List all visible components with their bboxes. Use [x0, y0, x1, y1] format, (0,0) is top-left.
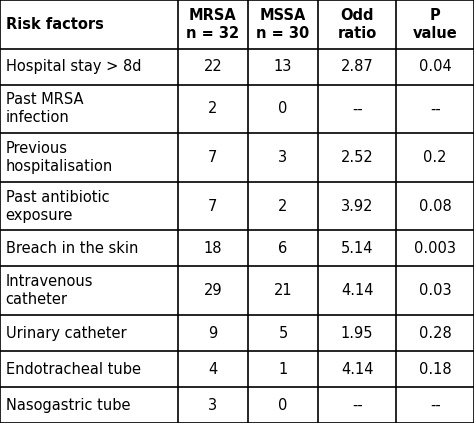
Text: 0: 0 [278, 398, 288, 412]
Text: 0.04: 0.04 [419, 59, 452, 74]
Text: 9: 9 [208, 326, 218, 341]
Text: 2.52: 2.52 [341, 150, 374, 165]
Text: Risk factors: Risk factors [6, 17, 103, 32]
Text: MRSA
n = 32: MRSA n = 32 [186, 8, 239, 41]
Text: 5: 5 [278, 326, 288, 341]
Text: 0.08: 0.08 [419, 199, 452, 214]
Text: 18: 18 [203, 241, 222, 256]
Text: Endotracheal tube: Endotracheal tube [6, 362, 141, 376]
Text: 0.28: 0.28 [419, 326, 452, 341]
Text: 29: 29 [203, 283, 222, 298]
Text: 1.95: 1.95 [341, 326, 374, 341]
Text: 0: 0 [278, 102, 288, 116]
Text: 0.03: 0.03 [419, 283, 451, 298]
Text: 4.14: 4.14 [341, 362, 374, 376]
Text: --: -- [430, 102, 440, 116]
Text: Odd
ratio: Odd ratio [337, 8, 377, 41]
Text: Nasogastric tube: Nasogastric tube [6, 398, 130, 412]
Text: Past MRSA
infection: Past MRSA infection [6, 92, 83, 125]
Text: 0.2: 0.2 [423, 150, 447, 165]
Text: --: -- [352, 398, 363, 412]
Text: --: -- [430, 398, 440, 412]
Text: 21: 21 [273, 283, 292, 298]
Text: 7: 7 [208, 199, 218, 214]
Text: 2.87: 2.87 [341, 59, 374, 74]
Text: 3: 3 [208, 398, 218, 412]
Text: Hospital stay > 8d: Hospital stay > 8d [6, 59, 141, 74]
Text: --: -- [352, 102, 363, 116]
Text: 22: 22 [203, 59, 222, 74]
Text: 2: 2 [278, 199, 288, 214]
Text: 0.18: 0.18 [419, 362, 451, 376]
Text: MSSA
n = 30: MSSA n = 30 [256, 8, 310, 41]
Text: 3.92: 3.92 [341, 199, 374, 214]
Text: 7: 7 [208, 150, 218, 165]
Text: Past antibiotic
exposure: Past antibiotic exposure [6, 190, 109, 222]
Text: 13: 13 [274, 59, 292, 74]
Text: 2: 2 [208, 102, 218, 116]
Text: 0.003: 0.003 [414, 241, 456, 256]
Text: P
value: P value [413, 8, 457, 41]
Text: Urinary catheter: Urinary catheter [6, 326, 126, 341]
Text: 3: 3 [278, 150, 288, 165]
Text: Breach in the skin: Breach in the skin [6, 241, 138, 256]
Text: 5.14: 5.14 [341, 241, 374, 256]
Text: 6: 6 [278, 241, 288, 256]
Text: 1: 1 [278, 362, 288, 376]
Text: Previous
hospitalisation: Previous hospitalisation [6, 141, 113, 174]
Text: 4: 4 [208, 362, 218, 376]
Text: 4.14: 4.14 [341, 283, 374, 298]
Text: Intravenous
catheter: Intravenous catheter [6, 274, 93, 307]
